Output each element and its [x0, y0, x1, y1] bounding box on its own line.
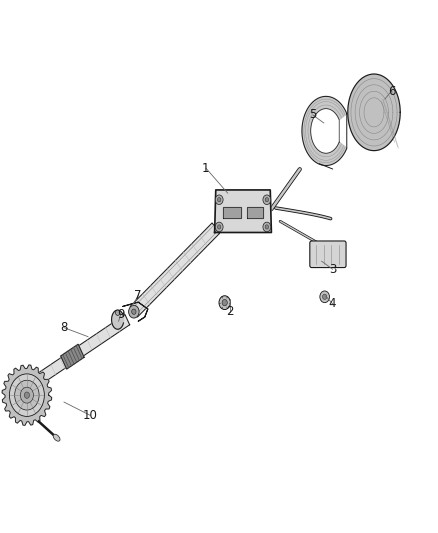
- Circle shape: [222, 300, 227, 306]
- Circle shape: [14, 380, 39, 410]
- Polygon shape: [348, 74, 400, 151]
- Text: 8: 8: [60, 321, 68, 334]
- Text: 1: 1: [202, 161, 210, 175]
- Circle shape: [132, 309, 136, 314]
- Circle shape: [217, 198, 221, 202]
- Circle shape: [265, 198, 268, 202]
- Circle shape: [263, 222, 271, 232]
- Circle shape: [265, 225, 268, 229]
- Circle shape: [129, 305, 139, 318]
- Text: 2: 2: [226, 305, 233, 318]
- Circle shape: [320, 291, 329, 303]
- Polygon shape: [112, 310, 124, 329]
- Polygon shape: [215, 190, 272, 232]
- Polygon shape: [123, 302, 148, 321]
- Circle shape: [217, 225, 221, 229]
- Polygon shape: [130, 223, 219, 317]
- Circle shape: [219, 296, 230, 310]
- Circle shape: [263, 195, 271, 205]
- Text: 10: 10: [83, 409, 98, 422]
- Polygon shape: [61, 344, 84, 369]
- Circle shape: [20, 387, 33, 403]
- Circle shape: [322, 294, 327, 300]
- Text: 4: 4: [329, 297, 336, 310]
- Polygon shape: [302, 96, 347, 165]
- Circle shape: [10, 374, 44, 416]
- Circle shape: [116, 310, 120, 316]
- Circle shape: [24, 392, 29, 398]
- Ellipse shape: [53, 434, 60, 441]
- Circle shape: [215, 222, 223, 232]
- Text: 6: 6: [388, 85, 395, 98]
- Text: 3: 3: [329, 263, 336, 276]
- Circle shape: [215, 195, 223, 205]
- Text: 9: 9: [117, 308, 124, 321]
- Text: 7: 7: [134, 289, 142, 302]
- FancyBboxPatch shape: [310, 241, 346, 268]
- Polygon shape: [247, 206, 263, 219]
- Polygon shape: [22, 314, 130, 394]
- Polygon shape: [223, 206, 241, 219]
- Polygon shape: [2, 365, 52, 425]
- Text: 5: 5: [309, 109, 317, 122]
